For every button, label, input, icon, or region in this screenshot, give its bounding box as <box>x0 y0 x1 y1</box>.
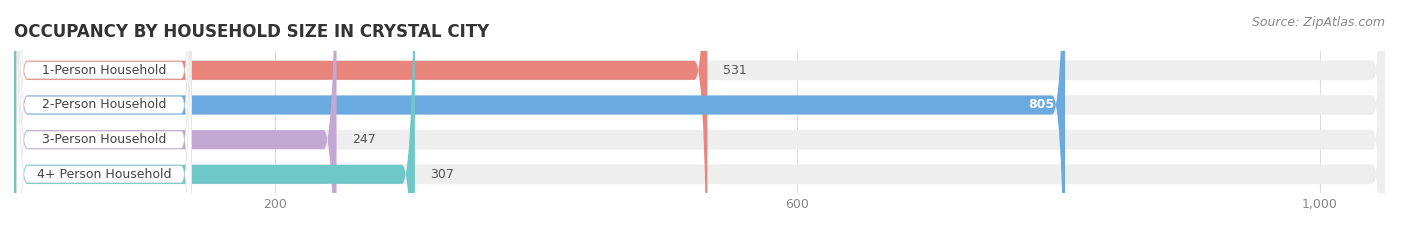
Text: 805: 805 <box>1028 99 1054 112</box>
Text: 2-Person Household: 2-Person Household <box>42 99 166 112</box>
FancyBboxPatch shape <box>17 0 191 233</box>
FancyBboxPatch shape <box>17 0 191 233</box>
FancyBboxPatch shape <box>14 0 336 233</box>
Text: 3-Person Household: 3-Person Household <box>42 133 166 146</box>
FancyBboxPatch shape <box>17 0 191 233</box>
Text: 4+ Person Household: 4+ Person Household <box>37 168 172 181</box>
FancyBboxPatch shape <box>14 0 1385 233</box>
FancyBboxPatch shape <box>14 0 1066 233</box>
Text: OCCUPANCY BY HOUSEHOLD SIZE IN CRYSTAL CITY: OCCUPANCY BY HOUSEHOLD SIZE IN CRYSTAL C… <box>14 23 489 41</box>
Text: 1-Person Household: 1-Person Household <box>42 64 166 77</box>
Text: Source: ZipAtlas.com: Source: ZipAtlas.com <box>1251 16 1385 29</box>
FancyBboxPatch shape <box>17 0 191 233</box>
FancyBboxPatch shape <box>14 0 1385 233</box>
Text: 307: 307 <box>430 168 454 181</box>
FancyBboxPatch shape <box>14 0 415 233</box>
FancyBboxPatch shape <box>14 0 1385 233</box>
Text: 247: 247 <box>353 133 375 146</box>
FancyBboxPatch shape <box>14 0 707 233</box>
Text: 531: 531 <box>723 64 747 77</box>
FancyBboxPatch shape <box>14 0 1385 233</box>
